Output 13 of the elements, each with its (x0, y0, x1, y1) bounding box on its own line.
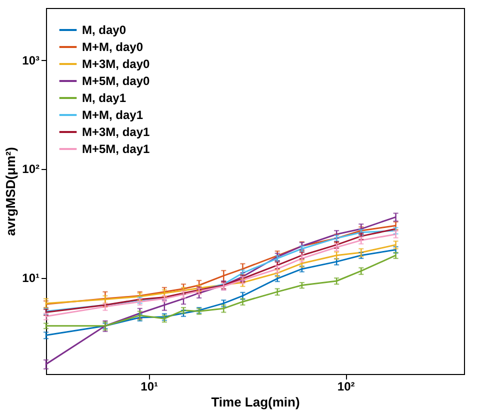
legend-label: M, day1 (82, 91, 126, 105)
legend-label: M, day0 (82, 23, 126, 37)
y-tick-label: 10² (22, 162, 40, 176)
y-axis-title: avrgMSD(μm²) (3, 147, 18, 236)
y-tick-label: 10³ (22, 53, 40, 68)
x-axis-title: Time Lag(min) (211, 394, 300, 410)
legend-label: M+3M, day0 (82, 57, 150, 71)
legend-label: M+3M, day1 (82, 125, 150, 139)
legend-label: M+5M, day0 (82, 74, 150, 88)
legend-label: M+5M, day1 (82, 142, 150, 156)
y-tick-label: 10¹ (22, 271, 40, 286)
legend-label: M+M, day0 (82, 40, 144, 54)
legend-label: M+M, day1 (82, 108, 144, 122)
